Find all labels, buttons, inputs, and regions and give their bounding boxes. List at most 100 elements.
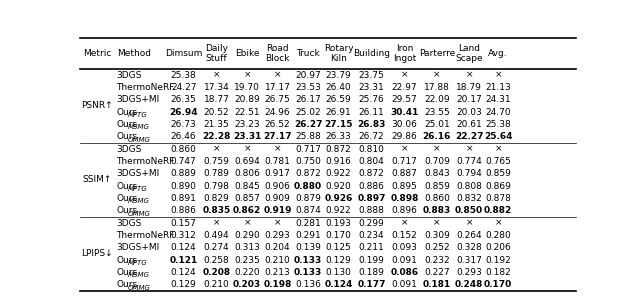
- Text: 0.124: 0.124: [171, 243, 196, 252]
- Text: 0.806: 0.806: [234, 169, 260, 178]
- Text: 0.177: 0.177: [357, 280, 386, 289]
- Text: 0.133: 0.133: [294, 268, 323, 277]
- Text: Ours: Ours: [116, 206, 138, 215]
- Text: 20.52: 20.52: [204, 107, 230, 117]
- Text: 26.16: 26.16: [422, 132, 451, 141]
- Text: 25.38: 25.38: [485, 120, 511, 129]
- Text: 0.252: 0.252: [424, 243, 450, 252]
- Text: 26.52: 26.52: [265, 120, 291, 129]
- Text: 0.193: 0.193: [326, 219, 351, 228]
- Text: 0.922: 0.922: [326, 206, 351, 215]
- Text: 22.27: 22.27: [455, 132, 483, 141]
- Text: ×: ×: [401, 145, 408, 154]
- Text: OMMG: OMMG: [128, 285, 150, 291]
- Text: ThermoNeRF: ThermoNeRF: [116, 157, 175, 166]
- Text: 0.890: 0.890: [171, 182, 196, 191]
- Text: 0.906: 0.906: [265, 182, 291, 191]
- Text: 20.17: 20.17: [456, 95, 482, 104]
- Text: 0.829: 0.829: [204, 194, 230, 203]
- Text: 0.208: 0.208: [203, 268, 230, 277]
- Text: 0.181: 0.181: [423, 280, 451, 289]
- Text: 0.882: 0.882: [484, 206, 512, 215]
- Text: ×: ×: [213, 219, 220, 228]
- Text: ×: ×: [433, 71, 440, 80]
- Text: 0.157: 0.157: [171, 219, 196, 228]
- Text: ×: ×: [494, 219, 502, 228]
- Text: 3DGS+MI: 3DGS+MI: [116, 243, 159, 252]
- Text: 0.125: 0.125: [326, 243, 351, 252]
- Text: 0.309: 0.309: [424, 231, 450, 240]
- Text: Dimsum: Dimsum: [165, 49, 202, 58]
- Text: Parterre: Parterre: [419, 49, 455, 58]
- Text: 26.27: 26.27: [294, 120, 323, 129]
- Text: 26.17: 26.17: [295, 95, 321, 104]
- Text: 20.61: 20.61: [456, 120, 482, 129]
- Text: MFTG: MFTG: [128, 112, 147, 118]
- Text: 24.27: 24.27: [171, 83, 196, 92]
- Text: 22.97: 22.97: [392, 83, 417, 92]
- Text: 25.64: 25.64: [484, 132, 513, 141]
- Text: 24.96: 24.96: [265, 107, 291, 117]
- Text: 23.79: 23.79: [326, 71, 351, 80]
- Text: 25.01: 25.01: [424, 120, 450, 129]
- Text: ×: ×: [213, 71, 220, 80]
- Text: 0.170: 0.170: [484, 280, 512, 289]
- Text: 3DGS: 3DGS: [116, 71, 141, 80]
- Text: 0.129: 0.129: [171, 280, 196, 289]
- Text: 0.883: 0.883: [423, 206, 451, 215]
- Text: 0.888: 0.888: [358, 206, 385, 215]
- Text: 26.94: 26.94: [170, 107, 198, 117]
- Text: LPIPS↓: LPIPS↓: [81, 249, 113, 258]
- Text: 0.170: 0.170: [326, 231, 351, 240]
- Text: ThermoNeRF: ThermoNeRF: [116, 231, 175, 240]
- Text: 0.857: 0.857: [234, 194, 260, 203]
- Text: 0.859: 0.859: [485, 169, 511, 178]
- Text: 0.317: 0.317: [456, 256, 482, 265]
- Text: 0.926: 0.926: [324, 194, 353, 203]
- Text: 0.872: 0.872: [326, 145, 351, 154]
- Text: 0.213: 0.213: [265, 268, 291, 277]
- Text: OMMG: OMMG: [128, 211, 150, 217]
- Text: 0.898: 0.898: [390, 194, 419, 203]
- Text: 0.133: 0.133: [294, 256, 323, 265]
- Text: 0.759: 0.759: [204, 157, 230, 166]
- Text: 0.920: 0.920: [326, 182, 351, 191]
- Text: 0.897: 0.897: [357, 194, 386, 203]
- Text: MFTG: MFTG: [128, 260, 147, 266]
- Text: 0.248: 0.248: [455, 280, 483, 289]
- Text: 0.869: 0.869: [485, 182, 511, 191]
- Text: Building: Building: [353, 49, 390, 58]
- Text: Ours: Ours: [116, 280, 138, 289]
- Text: 23.23: 23.23: [234, 120, 260, 129]
- Text: MSMG: MSMG: [128, 272, 150, 278]
- Text: 0.886: 0.886: [171, 206, 196, 215]
- Text: 23.53: 23.53: [295, 83, 321, 92]
- Text: Iron
Ingot: Iron Ingot: [393, 44, 416, 63]
- Text: 0.832: 0.832: [456, 194, 482, 203]
- Text: 0.845: 0.845: [234, 182, 260, 191]
- Text: ×: ×: [401, 71, 408, 80]
- Text: 26.11: 26.11: [359, 107, 385, 117]
- Text: ×: ×: [465, 219, 473, 228]
- Text: 0.835: 0.835: [202, 206, 231, 215]
- Text: 0.717: 0.717: [392, 157, 417, 166]
- Text: 30.41: 30.41: [390, 107, 419, 117]
- Text: Metric: Metric: [83, 49, 111, 58]
- Text: 0.291: 0.291: [295, 231, 321, 240]
- Text: Ours: Ours: [116, 256, 138, 265]
- Text: 0.182: 0.182: [485, 268, 511, 277]
- Text: 20.97: 20.97: [295, 71, 321, 80]
- Text: 0.091: 0.091: [392, 280, 417, 289]
- Text: 0.917: 0.917: [265, 169, 291, 178]
- Text: 0.765: 0.765: [485, 157, 511, 166]
- Text: 0.313: 0.313: [234, 243, 260, 252]
- Text: ×: ×: [465, 145, 473, 154]
- Text: 0.860: 0.860: [171, 145, 196, 154]
- Text: OMMG: OMMG: [128, 137, 150, 143]
- Text: SSIM↑: SSIM↑: [83, 176, 112, 184]
- Text: 3DGS: 3DGS: [116, 219, 141, 228]
- Text: 18.79: 18.79: [456, 83, 482, 92]
- Text: 0.862: 0.862: [233, 206, 261, 215]
- Text: Method: Method: [116, 49, 150, 58]
- Text: 0.258: 0.258: [204, 256, 230, 265]
